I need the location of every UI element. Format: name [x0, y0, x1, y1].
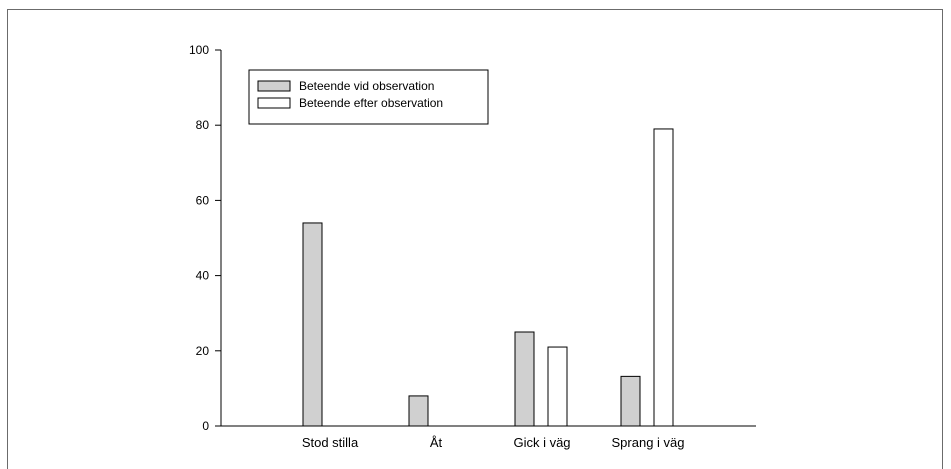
legend-swatch-series-0	[257, 80, 291, 92]
legend: Beteende vid observation Beteende efter …	[248, 69, 489, 125]
legend-swatch-series-1	[257, 97, 291, 109]
axes: 0 20 40 60 80 100 Stod stilla Åt Gick i väg Spran…	[189, 43, 756, 450]
bar-series-1	[547, 346, 568, 427]
bar-series-0	[302, 222, 323, 427]
legend-label-series-1: Beteende efter observation	[299, 96, 443, 110]
y-tick-label: 0	[202, 419, 209, 433]
x-category-label: Åt	[430, 435, 443, 450]
legend-label-series-0: Beteende vid observation	[299, 79, 434, 93]
bar-series-0	[514, 331, 535, 427]
y-tick-label: 80	[196, 118, 210, 132]
bar-series-0	[620, 375, 641, 427]
y-tick-label: 20	[196, 344, 210, 358]
bar-series-0	[408, 395, 429, 427]
bars	[302, 128, 674, 427]
chart-frame	[7, 9, 943, 469]
y-tick-label: 100	[189, 43, 209, 57]
x-category-label: Stod stilla	[302, 435, 359, 450]
y-tick-label: 60	[196, 193, 210, 207]
bar-series-1	[653, 128, 674, 427]
x-category-label: Sprang i väg	[612, 435, 685, 450]
y-tick-label: 40	[196, 269, 210, 283]
x-category-label: Gick i väg	[513, 435, 570, 450]
legend-box	[248, 69, 489, 125]
